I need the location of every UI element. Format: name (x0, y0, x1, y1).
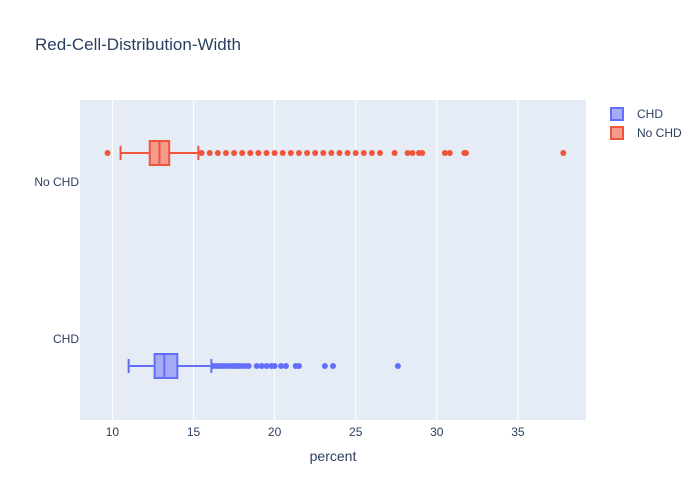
y-tick-label: No CHD (34, 175, 79, 189)
outlier-point (304, 150, 311, 156)
outlier-point (330, 363, 336, 369)
outlier-point (253, 363, 260, 369)
y-tick-labels: CHD No CHD (34, 175, 79, 346)
outlier-point (391, 150, 398, 156)
legend-swatch (610, 126, 624, 140)
outlier-point (222, 150, 229, 156)
box-plots (104, 140, 567, 379)
x-tick-label: 10 (106, 425, 120, 439)
outlier-point (295, 363, 302, 369)
outlier-point (462, 150, 469, 156)
outlier-point (255, 150, 262, 156)
x-tick-label: 35 (511, 425, 525, 439)
legend[interactable]: CHD No CHD (610, 107, 682, 140)
legend-label: CHD (637, 107, 663, 121)
outlier-point (279, 150, 286, 156)
outlier-point (245, 363, 252, 369)
legend-item-chd[interactable]: CHD (610, 107, 663, 121)
outlier-point (263, 363, 270, 369)
legend-item-no-chd[interactable]: No CHD (610, 126, 682, 140)
outlier-point (271, 363, 278, 369)
outlier-point (287, 150, 294, 156)
x-tick-label: 20 (268, 425, 282, 439)
outlier-point (320, 150, 327, 156)
y-tick-label: CHD (53, 332, 79, 346)
outlier-point (328, 150, 335, 156)
x-tick-label: 15 (187, 425, 201, 439)
outlier-point (258, 363, 265, 369)
outlier-point (441, 150, 448, 156)
outlier-point (344, 150, 351, 156)
box-no-chd (104, 140, 567, 166)
outlier-point (404, 150, 411, 156)
outlier-point (321, 363, 328, 369)
x-tick-label: 25 (349, 425, 363, 439)
x-axis-title: percent (310, 448, 357, 464)
outlier-point (394, 363, 401, 369)
outlier-point (198, 150, 205, 156)
x-tick-label: 30 (430, 425, 444, 439)
outlier-point (278, 363, 285, 369)
outlier-point (206, 150, 213, 156)
outlier-point (263, 150, 270, 156)
outlier-point (239, 150, 246, 156)
outlier-point (377, 150, 384, 156)
outlier-point (295, 150, 302, 156)
outlier-point (282, 363, 289, 369)
outlier-point (446, 150, 453, 156)
outlier-point (214, 150, 221, 156)
outlier-point (104, 150, 111, 156)
outlier-point (336, 150, 343, 156)
outlier-point (312, 150, 319, 156)
outlier-point (247, 150, 254, 156)
outlier-point (560, 150, 567, 156)
outlier-point (231, 150, 238, 156)
outlier-point (409, 150, 416, 156)
iqr-box (153, 353, 179, 379)
chart-title: Red-Cell-Distribution-Width (35, 35, 241, 54)
outlier-point (419, 150, 426, 156)
outlier-point (368, 150, 375, 156)
outlier-point (271, 150, 278, 156)
x-tick-labels: 10 15 20 25 30 35 (106, 425, 525, 439)
outlier-point (360, 150, 367, 156)
legend-label: No CHD (637, 126, 682, 140)
legend-swatch (610, 107, 624, 121)
box-chd (127, 353, 401, 379)
outlier-point (352, 150, 359, 156)
